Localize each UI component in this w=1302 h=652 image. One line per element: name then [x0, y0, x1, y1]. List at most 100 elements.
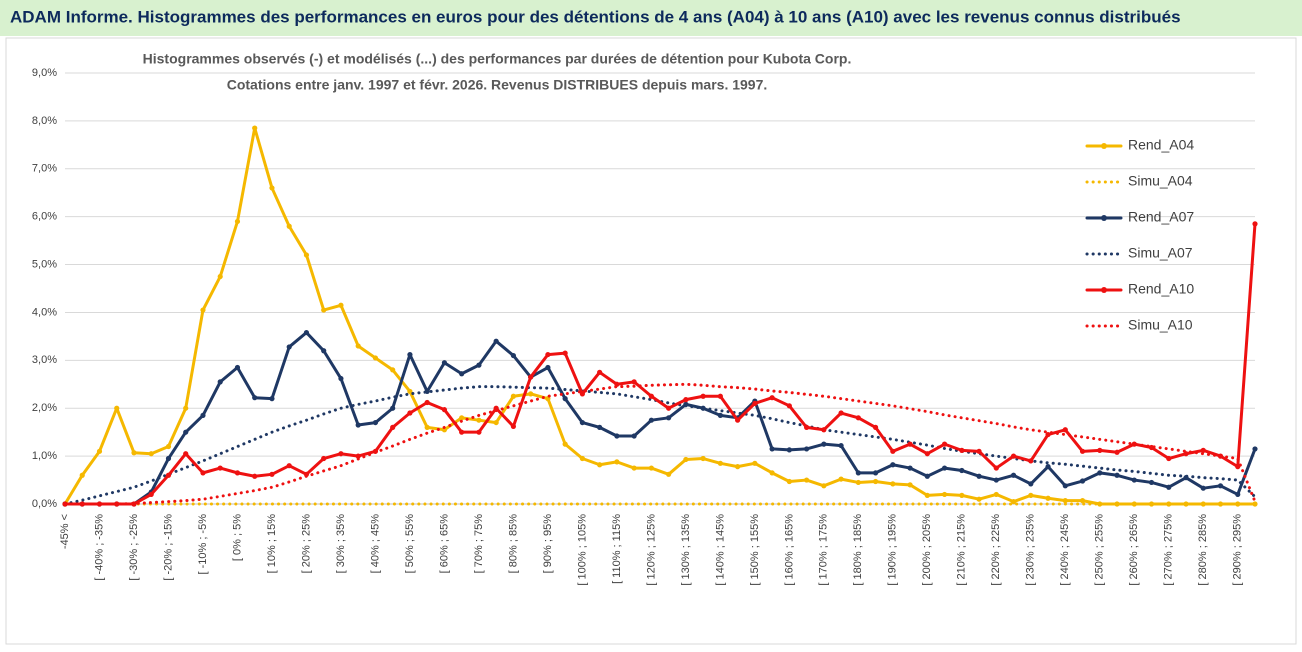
data-point [855, 470, 861, 476]
data-point [717, 393, 723, 399]
y-tick-label: 8,0% [32, 115, 57, 127]
data-point [579, 391, 585, 397]
x-tick-label: [ -10% ; -5% [197, 514, 209, 575]
data-point [821, 483, 827, 489]
data-point [1217, 501, 1224, 507]
legend-marker [1101, 143, 1107, 149]
data-point [597, 369, 603, 375]
data-point [545, 364, 551, 371]
data-point [683, 397, 689, 403]
data-point [735, 464, 741, 470]
y-tick-label: 6,0% [32, 211, 57, 223]
data-point [321, 307, 327, 313]
data-point [769, 395, 775, 401]
data-point [303, 252, 310, 258]
data-point [855, 479, 861, 486]
data-point [96, 501, 103, 507]
data-point [803, 446, 810, 452]
data-point [528, 391, 534, 397]
data-point [666, 471, 672, 477]
data-point [1045, 431, 1051, 438]
data-point [872, 424, 879, 430]
y-tick-label: 3,0% [32, 354, 57, 366]
data-point [269, 396, 275, 402]
x-tick-label: [ 150% ; 155% [749, 514, 761, 586]
data-point [941, 465, 948, 471]
data-point [666, 415, 672, 421]
data-point [510, 423, 517, 430]
data-point [717, 460, 723, 466]
data-point [769, 446, 775, 452]
data-point [355, 422, 361, 428]
data-point [372, 419, 379, 426]
x-tick-label: [ 110% ; 115% [611, 514, 623, 584]
x-tick-label: -45% < [59, 514, 71, 549]
data-point [959, 492, 965, 498]
data-point [96, 448, 103, 454]
x-tick-label: [ -40% ; -35% [93, 514, 105, 581]
data-point [941, 441, 948, 447]
data-point [165, 472, 172, 478]
x-tick-label: [ 180% ; 185% [852, 514, 864, 586]
x-tick-label: [ 120% ; 125% [645, 514, 657, 586]
y-tick-label: 4,0% [32, 306, 57, 318]
data-point [717, 412, 723, 419]
data-point [1217, 483, 1224, 489]
data-point [217, 379, 223, 385]
data-point [217, 465, 223, 471]
data-point [1062, 483, 1068, 489]
x-tick-label: [ 290% ; 295% [1232, 514, 1244, 586]
legend-label: Rend_A04 [1128, 137, 1194, 153]
x-tick-label: [ 80% ; 85% [507, 514, 519, 574]
y-tick-label: 9,0% [32, 67, 57, 79]
x-tick-label: [ 220% ; 225% [990, 514, 1002, 586]
legend: Rend_A04 Simu_A04 Rend_A07 Simu_A07 Rend_A10… [1085, 137, 1194, 333]
data-point [183, 405, 189, 411]
data-point [1252, 446, 1258, 452]
data-point [390, 405, 396, 411]
data-point [803, 477, 810, 483]
data-point [1062, 498, 1068, 504]
x-tick-label: [ 250% ; 255% [1094, 514, 1106, 586]
data-point [407, 388, 413, 395]
data-point [355, 343, 361, 349]
x-tick-label: [ 50% ; 55% [404, 514, 416, 574]
data-point [786, 478, 792, 485]
data-point [752, 460, 758, 466]
grid: 0,0% 1,0% 2,0% 3,0% 4,0% 5,0% 6,0% 7,0% 8,0% 9,0%… [32, 67, 1255, 586]
data-point [79, 472, 85, 478]
data-point [614, 433, 620, 439]
data-point [303, 329, 310, 336]
data-point [700, 455, 706, 462]
data-point [1028, 481, 1034, 487]
legend-marker [1101, 215, 1107, 221]
data-point [459, 429, 465, 435]
x-tick-label: [ 230% ; 235% [1025, 514, 1037, 586]
data-point [631, 465, 637, 471]
x-tick-label: [ 0% ; 5% [231, 514, 243, 561]
x-tick-label: [ 70% ; 75% [473, 514, 485, 574]
data-point [976, 496, 982, 502]
data-point [390, 367, 396, 373]
data-point [1235, 491, 1241, 498]
data-point [1200, 447, 1206, 453]
data-point [993, 477, 999, 483]
data-point [614, 459, 620, 465]
x-tick-label: [ 100% ; 105% [576, 514, 588, 586]
data-point [890, 448, 896, 454]
data-point [976, 448, 982, 454]
data-point [269, 471, 275, 477]
x-tick-label: [ 20% ; 25% [300, 514, 312, 574]
data-point [597, 462, 603, 468]
x-tick-label: [ 30% ; 35% [335, 514, 347, 574]
data-point [286, 463, 292, 469]
data-point [476, 429, 482, 435]
data-point [1010, 472, 1017, 478]
data-point [424, 424, 430, 430]
data-point [510, 352, 517, 359]
chart-border [5, 37, 1297, 645]
data-point [1097, 447, 1103, 453]
data-point [890, 462, 896, 468]
data-point [200, 307, 206, 313]
data-point [355, 453, 361, 459]
